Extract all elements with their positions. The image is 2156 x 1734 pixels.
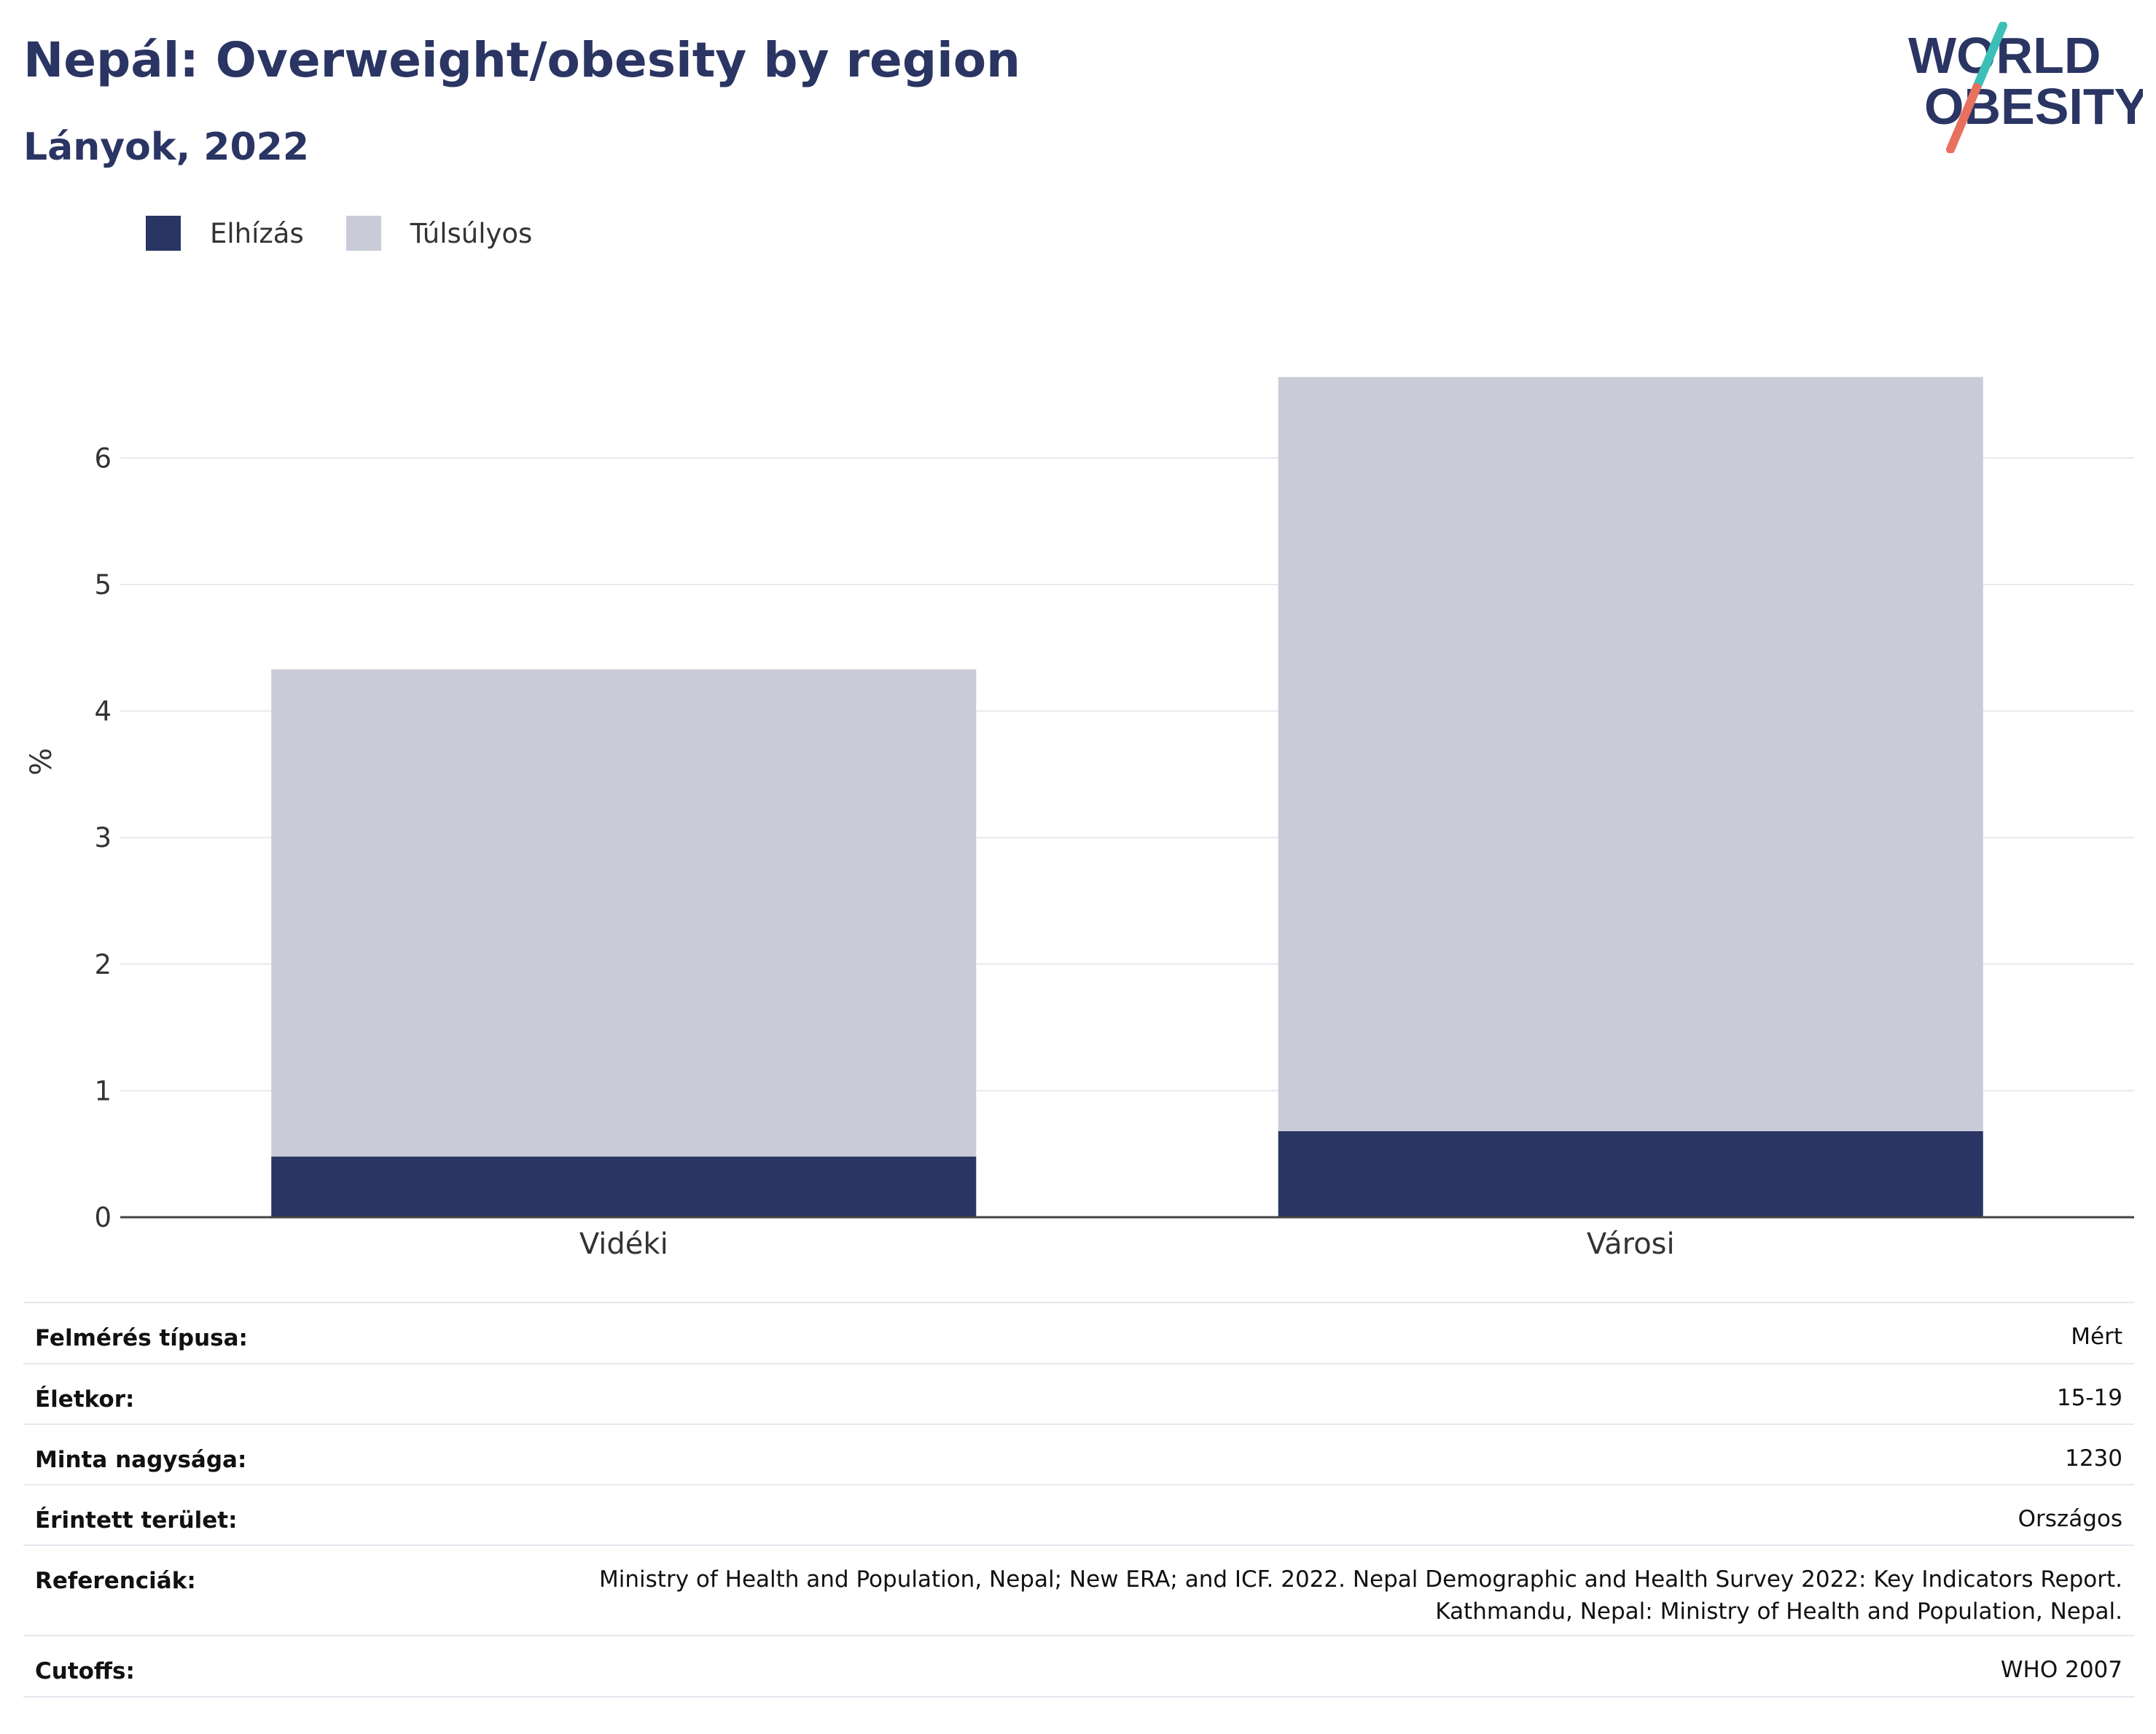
legend-swatch-obesity [146,216,181,251]
legend: Elhízás Túlsúlyos [146,216,574,251]
meta-row-survey-type: Felmérés típusa: Mért [23,1303,2134,1364]
stacked-bar-chart: 0 1 2 3 4 5 6% Vidéki Városi [25,377,2134,1261]
world-obesity-logo: WORLD OBESITY [1908,22,2143,153]
legend-label-obesity: Elhízás [210,217,304,249]
meta-value-references: Ministry of Health and Population, Nepal… [599,1563,2122,1628]
meta-value: Mért [2071,1324,2122,1350]
meta-label: Felmérés típusa: [35,1325,248,1351]
logo-slash-top [1972,22,2007,92]
bar-segment [1278,1130,1983,1217]
x-tick-label: Vidéki [579,1227,668,1261]
y-tick-label: 6 [94,442,112,474]
meta-label: Érintett terület: [35,1507,238,1534]
meta-label: Életkor: [35,1386,135,1413]
bar-segment [271,1156,977,1217]
meta-row-age: Életkor: 15-19 [23,1364,2134,1425]
y-tick-label: 3 [94,822,112,854]
reference-line-2: Kathmandu, Nepal: Ministry of Health and… [1435,1598,2122,1625]
y-tick-label: 1 [94,1075,112,1106]
chart-subtitle: Lányok, 2022 [23,125,310,169]
y-tick-label: 2 [94,949,112,980]
bar-segment [271,669,977,1157]
y-tick-label: 5 [94,569,112,601]
reference-line-1: Ministry of Health and Population, Nepal… [599,1566,2122,1593]
logo-slash-bottom [1946,83,1981,153]
meta-row-sample-size: Minta nagysága: 1230 [23,1425,2134,1485]
chart-title: Nepál: Overweight/obesity by region [23,32,1021,88]
meta-value: Országos [2018,1506,2122,1532]
logo-text-world: WORLD [1908,27,2101,84]
meta-value: 1230 [2065,1445,2122,1472]
metadata-table: Felmérés típusa: Mért Életkor: 15-19 Min… [23,1302,2134,1698]
meta-value: WHO 2007 [2000,1657,2122,1683]
y-axis-label: % [25,748,58,776]
legend-item-obesity[interactable]: Elhízás [146,216,304,251]
meta-label: Minta nagysága: [35,1447,247,1473]
legend-swatch-overweight [345,216,381,251]
bar-segment [1278,377,1983,1131]
x-tick-label: Városi [1587,1227,1675,1261]
legend-item-overweight[interactable]: Túlsúlyos [345,216,533,251]
meta-value: 15-19 [2056,1385,2122,1411]
y-tick-label: 4 [94,696,112,727]
meta-row-cutoffs: Cutoffs: WHO 2007 [23,1636,2134,1698]
y-tick-label: 0 [94,1202,112,1233]
legend-label-overweight: Túlsúlyos [410,217,533,249]
meta-label: Referenciák: [35,1568,196,1594]
meta-label: Cutoffs: [35,1658,135,1684]
meta-row-area: Érintett terület: Országos [23,1485,2134,1546]
meta-row-references: Referenciák: Ministry of Health and Popu… [23,1546,2134,1636]
